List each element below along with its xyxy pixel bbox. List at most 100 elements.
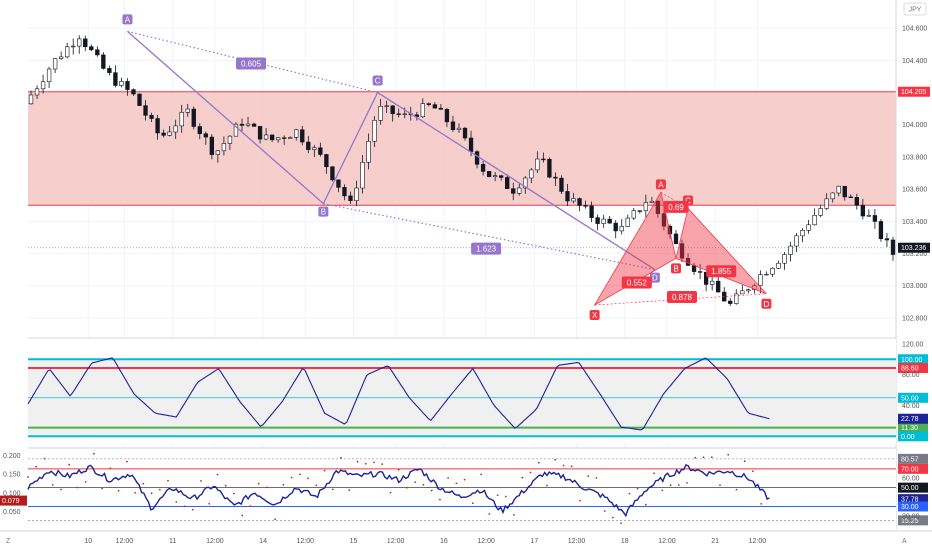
price-tag-label: 103.236 <box>901 245 926 252</box>
candle-body <box>890 239 896 255</box>
candle-body <box>631 210 636 219</box>
bearish-pattern-ratio-line <box>323 203 656 271</box>
bearish-pattern-point-marker <box>318 206 329 217</box>
oscillator-2-dot <box>677 484 680 486</box>
oscillator-1-line <box>27 357 770 431</box>
oscillator-2-dot <box>669 484 672 487</box>
candle-body <box>577 198 582 206</box>
candle-body <box>716 280 721 293</box>
oscillator-2-dot <box>340 456 342 459</box>
candle-body <box>77 38 82 47</box>
oscillator-2-dot <box>735 488 738 491</box>
time-axis[interactable]: Z A 10 12:00 11 12:00 14 12:00 15 12:00 16 12:00 1… <box>0 530 932 545</box>
harmonic-pattern-point-label: B <box>673 264 678 273</box>
candle-body <box>318 147 323 155</box>
oscillator-2-dot <box>603 510 606 512</box>
bearish-pattern-point-marker <box>122 14 133 25</box>
harmonic-pattern-point-label: X <box>592 311 598 320</box>
candle-body <box>348 195 353 201</box>
time-tick-label: 12:00 <box>658 538 676 545</box>
candle-body <box>474 151 480 165</box>
oscillator-2-dot <box>620 522 622 525</box>
candle-body <box>282 137 287 139</box>
candle-body <box>860 204 866 217</box>
oscillator-2-dot <box>760 503 763 505</box>
candle-body <box>173 125 178 133</box>
candle-body <box>746 289 751 292</box>
candle-body <box>83 38 88 47</box>
harmonic-pattern-ratio-box <box>663 200 689 213</box>
candle-body <box>728 300 733 304</box>
bearish-pattern-point-label: C <box>375 77 381 86</box>
oscillator-2-dot <box>356 460 359 463</box>
candle-body <box>263 134 269 140</box>
oscillator-2-dot <box>537 461 540 464</box>
candle-body <box>125 81 130 90</box>
candle-body <box>324 154 329 168</box>
candle-body <box>396 113 401 115</box>
candle-body <box>468 137 474 152</box>
oscillator-2-dot <box>167 479 169 482</box>
supply-zone <box>28 91 896 249</box>
bearish-pattern-ratio-box <box>236 57 267 70</box>
oscillator-2-dot <box>93 452 95 455</box>
harmonic-pattern-ratio-box <box>667 290 698 303</box>
candle-body <box>794 235 799 247</box>
candle-body <box>215 150 221 155</box>
candle-body <box>245 123 251 126</box>
candle-body <box>607 218 612 224</box>
oscillator-1-axis[interactable]: 100.00 88.60 50.00 11.30 0.00 120.00 80.00 40.0… <box>898 341 928 442</box>
oscillator-2-dot <box>406 486 408 489</box>
oscillator-2-dot <box>323 469 326 472</box>
candle-body <box>306 141 311 150</box>
harmonic-pattern-point-label: D <box>764 300 770 309</box>
candle-body <box>462 127 468 139</box>
oscillator-2-dot <box>35 465 38 468</box>
bearish-pattern-ratio-label: 0.605 <box>241 60 262 69</box>
candle-body <box>251 123 257 127</box>
candle-body <box>275 137 281 141</box>
oscillator-1-panel[interactable]: 100.00 88.60 50.00 11.30 0.00 120.00 80.00 40.0… <box>27 337 928 444</box>
oscillator-2-dot <box>463 478 466 481</box>
candle-body <box>233 123 239 137</box>
candle-body <box>402 113 407 115</box>
oscillator-2-dot <box>51 484 54 486</box>
time-tick-label: 15 <box>350 538 358 545</box>
price-tag-label: 104.205 <box>901 89 926 96</box>
candle-body <box>149 115 154 119</box>
time-tick-label: 12:00 <box>387 538 405 545</box>
oscillator-2-dot <box>266 486 268 489</box>
currency-button[interactable]: JPY <box>903 2 927 16</box>
candle-body <box>366 140 371 163</box>
oscillator-2-dot <box>183 505 186 508</box>
oscillator-2-dot <box>727 453 730 456</box>
corner-label-left: Z <box>6 538 11 545</box>
candle-body <box>625 217 630 227</box>
candle-body <box>878 221 884 239</box>
candle-body <box>553 176 558 179</box>
price-tick-label: 103.400 <box>902 219 927 226</box>
oscillator-2-dot <box>282 483 285 486</box>
oscillator-1-level-label: 50.00 <box>901 395 919 402</box>
candle-body <box>601 218 606 224</box>
oscillator-1-tick-label: 120.00 <box>902 341 924 348</box>
oscillator-2 <box>27 447 896 525</box>
harmonic-pattern-xd-line <box>594 293 767 306</box>
candle-body <box>390 105 395 115</box>
oscillator-2-left-tick-label: 0.050 <box>3 509 21 516</box>
candle-body <box>583 205 588 207</box>
candle-body <box>185 108 190 113</box>
candle-body <box>342 187 347 197</box>
time-tick-label: 16 <box>440 538 448 545</box>
oscillator-1 <box>27 337 896 438</box>
oscillator-2-dot <box>430 489 433 492</box>
time-tick-label: 12:00 <box>568 538 586 545</box>
oscillator-2-dot <box>257 482 260 485</box>
oscillator-2-dot <box>175 501 178 503</box>
oscillator-2-level-label: 70.00 <box>901 466 919 473</box>
oscillator-2-dot <box>504 495 507 498</box>
oscillator-1-current-label: 22.78 <box>901 416 919 423</box>
